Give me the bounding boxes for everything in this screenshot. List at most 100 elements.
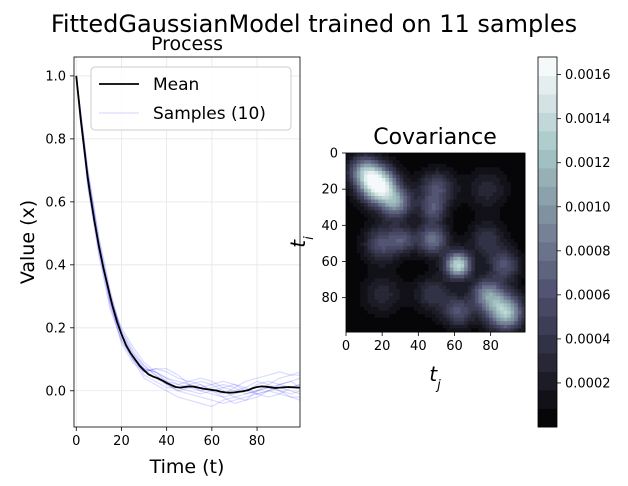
heatmap-cell bbox=[471, 289, 476, 294]
heatmap-cell bbox=[410, 156, 415, 161]
heatmap-cell bbox=[371, 292, 376, 297]
heatmap-cell bbox=[521, 321, 526, 326]
heatmap-cell bbox=[410, 321, 415, 326]
heatmap-cell bbox=[428, 192, 433, 197]
heatmap-cell bbox=[499, 174, 504, 179]
heatmap-cell bbox=[392, 228, 397, 233]
heatmap-cell bbox=[499, 263, 504, 268]
heatmap-cell bbox=[367, 306, 372, 311]
heatmap-cell bbox=[449, 285, 454, 290]
heatmap-cell bbox=[363, 303, 368, 308]
heatmap-cell bbox=[406, 170, 411, 175]
heatmap-cell bbox=[371, 224, 376, 229]
heatmap-cell bbox=[521, 310, 526, 315]
heatmap-cell bbox=[378, 217, 383, 222]
heatmap-cell bbox=[503, 303, 508, 308]
heatmap-cell bbox=[349, 167, 354, 172]
heatmap-cell bbox=[503, 328, 508, 333]
heatmap-cell bbox=[442, 203, 447, 208]
heatmap-cell bbox=[356, 238, 361, 243]
heatmap-cell bbox=[414, 303, 418, 308]
heatmap-cell bbox=[439, 314, 444, 319]
heatmap-cell bbox=[521, 274, 526, 279]
heatmap-cell bbox=[446, 324, 451, 329]
heatmap-cell bbox=[514, 317, 519, 322]
heatmap-cell bbox=[403, 195, 408, 200]
heatmap-cell bbox=[485, 167, 490, 172]
heatmap-cell bbox=[482, 228, 487, 233]
heatmap-cell bbox=[496, 260, 501, 265]
heatmap-cell bbox=[431, 185, 436, 190]
heatmap-cell bbox=[378, 292, 383, 297]
heatmap-cell bbox=[456, 224, 461, 229]
heatmap-cell bbox=[485, 192, 490, 197]
heatmap-cell bbox=[414, 314, 418, 319]
heatmap-cell bbox=[428, 292, 433, 297]
heatmap-cell bbox=[464, 174, 469, 179]
heatmap-cell bbox=[474, 181, 479, 186]
heatmap-cell bbox=[507, 289, 512, 294]
heatmap-cell bbox=[396, 228, 401, 233]
heatmap-cell bbox=[460, 263, 465, 268]
heatmap-cell bbox=[346, 242, 350, 247]
heatmap-cell bbox=[378, 221, 383, 225]
heatmap-cell bbox=[464, 296, 469, 301]
heatmap-cell bbox=[507, 228, 512, 233]
heatmap-cell bbox=[517, 260, 522, 265]
heatmap-cell bbox=[410, 188, 415, 193]
heatmap-cell bbox=[367, 170, 372, 175]
heatmap-cell bbox=[517, 317, 522, 322]
heatmap-cell bbox=[478, 303, 483, 308]
heatmap-cell bbox=[478, 321, 483, 326]
heatmap-cell bbox=[363, 160, 368, 165]
heatmap-cell bbox=[346, 271, 350, 276]
heatmap-cell bbox=[517, 195, 522, 200]
heatmap-cell bbox=[471, 181, 476, 186]
covariance-y-tick-label-2: 40 bbox=[321, 219, 338, 234]
colorbar: 0.00020.00040.00060.00080.00100.00120.00… bbox=[537, 56, 611, 428]
heatmap-cell bbox=[424, 263, 429, 268]
heatmap-cell bbox=[371, 160, 376, 165]
heatmap-cell bbox=[482, 263, 487, 268]
heatmap-cell bbox=[474, 163, 479, 168]
heatmap-cell bbox=[360, 274, 365, 279]
heatmap-cell bbox=[421, 310, 426, 315]
heatmap-cell bbox=[499, 303, 504, 308]
heatmap-cell bbox=[446, 306, 451, 311]
heatmap-cell bbox=[471, 231, 476, 236]
heatmap-cell bbox=[503, 242, 508, 247]
heatmap-cell bbox=[392, 185, 397, 190]
heatmap-cell bbox=[496, 224, 501, 229]
heatmap-cell bbox=[378, 267, 383, 272]
heatmap-cell bbox=[510, 199, 515, 204]
heatmap-cell bbox=[521, 210, 526, 215]
heatmap-cell bbox=[406, 314, 411, 319]
heatmap-cell bbox=[381, 314, 386, 319]
heatmap-cell bbox=[439, 170, 444, 175]
heatmap-cell bbox=[414, 289, 418, 294]
heatmap-cell bbox=[367, 224, 372, 229]
heatmap-cell bbox=[439, 163, 444, 168]
heatmap-cell bbox=[467, 238, 472, 243]
heatmap-cell bbox=[489, 310, 494, 315]
heatmap-cell bbox=[478, 267, 483, 272]
heatmap-cell bbox=[396, 221, 401, 225]
heatmap-cell bbox=[439, 221, 444, 225]
heatmap-cell bbox=[346, 260, 350, 265]
heatmap-cell bbox=[435, 281, 440, 286]
heatmap-cell bbox=[439, 188, 444, 193]
heatmap-cell bbox=[453, 206, 458, 211]
heatmap-cell bbox=[381, 299, 386, 304]
heatmap-cell bbox=[492, 242, 497, 247]
heatmap-cell bbox=[453, 317, 458, 322]
heatmap-cell bbox=[349, 228, 354, 233]
heatmap-cell bbox=[396, 321, 401, 326]
heatmap-cell bbox=[492, 285, 497, 290]
heatmap-cell bbox=[496, 160, 501, 165]
heatmap-cell bbox=[514, 181, 519, 186]
heatmap-cell bbox=[428, 153, 433, 157]
heatmap-cell bbox=[460, 195, 465, 200]
heatmap-cell bbox=[478, 242, 483, 247]
heatmap-cell bbox=[514, 253, 519, 258]
heatmap-cell bbox=[414, 321, 418, 326]
